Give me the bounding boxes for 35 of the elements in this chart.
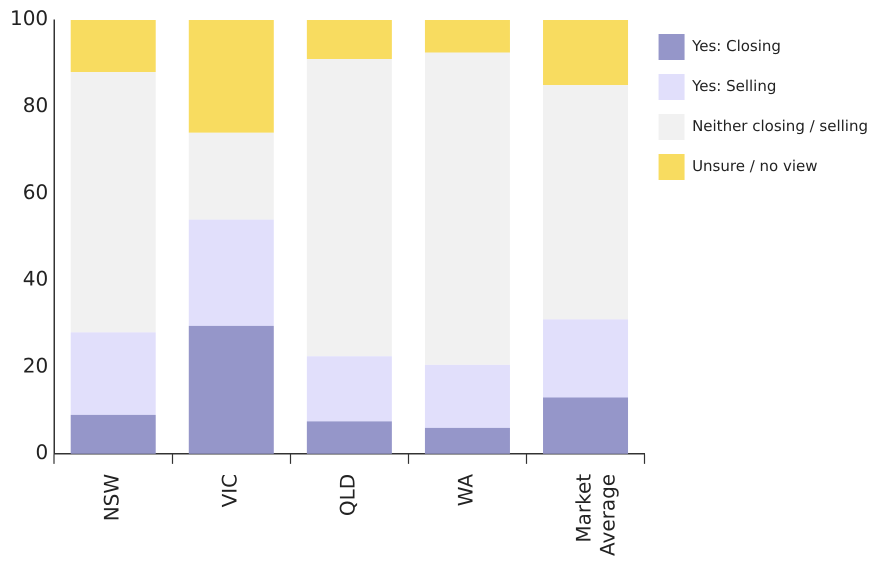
bar bbox=[70, 414, 156, 454]
x-tick-label: Market Average bbox=[572, 474, 620, 556]
bar bbox=[306, 59, 392, 356]
bar bbox=[70, 20, 156, 72]
bar bbox=[543, 397, 628, 454]
y-tick-label: 80 bbox=[22, 92, 48, 117]
bar bbox=[188, 132, 274, 220]
y-tick-label: 20 bbox=[22, 353, 48, 378]
bar bbox=[424, 428, 510, 454]
bar bbox=[424, 52, 510, 365]
bar bbox=[543, 319, 628, 398]
x-tick-label: VIC bbox=[217, 474, 242, 508]
x-tick-label: WA bbox=[454, 474, 478, 506]
bar bbox=[306, 356, 392, 422]
legend-label: Yes: Closing bbox=[691, 36, 781, 55]
x-tick-label: NSW bbox=[99, 474, 124, 522]
legend-label: Yes: Selling bbox=[691, 76, 776, 95]
bar bbox=[543, 20, 628, 86]
y-tick-label: 0 bbox=[35, 440, 48, 464]
bar bbox=[306, 20, 392, 60]
y-tick-label: 60 bbox=[22, 180, 48, 204]
bar bbox=[424, 364, 510, 428]
bar bbox=[306, 421, 392, 454]
bar bbox=[188, 20, 274, 133]
x-tick-label: QLD bbox=[336, 474, 360, 516]
bar bbox=[70, 72, 156, 332]
y-tick-label: 40 bbox=[22, 266, 48, 291]
bar bbox=[188, 220, 274, 326]
bar bbox=[424, 20, 510, 53]
bar bbox=[188, 326, 274, 454]
legend-label: Neither closing / selling bbox=[692, 116, 868, 135]
bar bbox=[543, 85, 628, 320]
bar bbox=[70, 332, 156, 415]
legend-label: Unsure / no view bbox=[692, 156, 818, 175]
y-tick-label: 100 bbox=[10, 6, 48, 30]
